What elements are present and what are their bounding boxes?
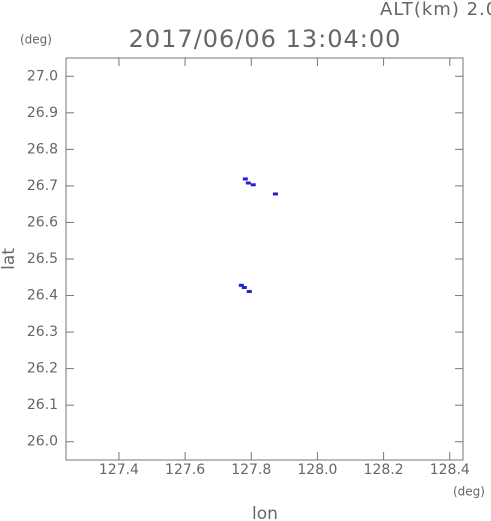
- data-point: [241, 286, 247, 290]
- y-tick-label: 26.1: [27, 397, 58, 413]
- data-point: [238, 283, 244, 287]
- y-tick-label: 26.9: [27, 105, 58, 121]
- y-tick-label: 26.2: [27, 361, 58, 377]
- y-tick-label: 26.7: [27, 178, 58, 194]
- data-point: [272, 192, 278, 196]
- x-tick-label: 128.4: [430, 462, 470, 478]
- y-tick-label: 26.6: [27, 214, 58, 230]
- plot-frame: [65, 57, 464, 461]
- x-tick-label: 128.0: [297, 462, 337, 478]
- data-point: [245, 181, 251, 185]
- x-tick-label: 127.6: [165, 462, 205, 478]
- y-unit: (deg): [20, 33, 52, 47]
- y-axis-label: lat: [0, 248, 19, 270]
- y-tick-label: 26.0: [27, 434, 58, 450]
- y-tick-label: 26.5: [27, 251, 58, 267]
- data-point: [250, 183, 256, 187]
- y-tick-label: 27.0: [27, 68, 58, 84]
- x-unit: (deg): [453, 485, 485, 499]
- x-axis-label: lon: [252, 504, 278, 521]
- x-tick-label: 128.2: [364, 462, 404, 478]
- x-tick-label: 127.8: [231, 462, 271, 478]
- y-tick-label: 26.8: [27, 141, 58, 157]
- y-tick-label: 26.3: [27, 324, 58, 340]
- chart-title: 2017/06/06 13:04:00: [129, 25, 402, 53]
- data-point: [242, 177, 248, 181]
- chart-subtitle: ALT(km) 2.0: [380, 0, 491, 20]
- x-tick-label: 127.4: [99, 462, 139, 478]
- data-point: [246, 290, 252, 294]
- y-tick-label: 26.4: [27, 288, 58, 304]
